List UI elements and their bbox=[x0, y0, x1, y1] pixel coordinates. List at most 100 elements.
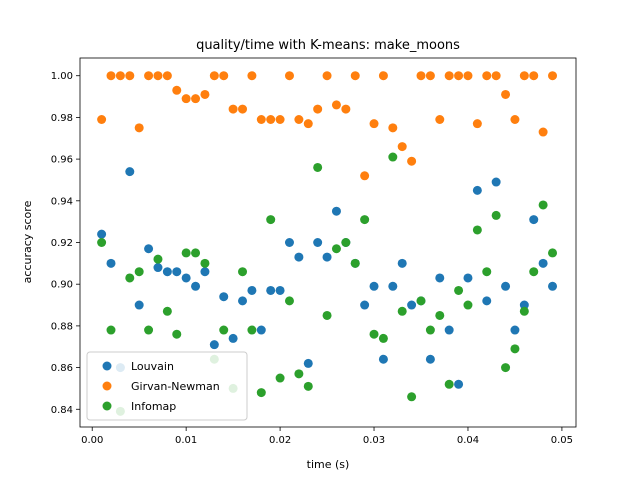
x-axis-label: time (s) bbox=[307, 458, 350, 471]
data-point bbox=[106, 71, 116, 81]
data-point bbox=[322, 310, 332, 320]
legend-marker bbox=[102, 361, 112, 371]
data-point bbox=[134, 300, 144, 310]
legend-label: Louvain bbox=[131, 360, 174, 373]
data-point bbox=[294, 115, 304, 124]
data-point bbox=[172, 85, 182, 95]
data-point bbox=[472, 119, 482, 129]
data-point bbox=[275, 373, 285, 383]
data-point bbox=[266, 285, 276, 295]
series-infomap bbox=[97, 152, 558, 416]
data-point bbox=[538, 200, 548, 210]
data-point bbox=[510, 344, 520, 354]
legend-box bbox=[86, 351, 248, 421]
data-point bbox=[303, 119, 313, 129]
series-girvan-newman bbox=[97, 71, 558, 181]
data-point bbox=[444, 71, 454, 81]
data-point bbox=[294, 369, 304, 379]
data-point bbox=[548, 71, 558, 81]
data-point bbox=[266, 215, 276, 225]
data-point bbox=[388, 152, 398, 162]
data-point bbox=[97, 229, 107, 239]
data-point bbox=[463, 300, 473, 310]
data-point bbox=[153, 263, 163, 273]
x-tick-label: 0.03 bbox=[363, 435, 385, 446]
data-point bbox=[172, 267, 182, 277]
y-tick-label: 0.98 bbox=[51, 113, 73, 124]
legend-label: Girvan-Newman bbox=[131, 380, 220, 393]
data-point bbox=[284, 238, 294, 247]
data-point bbox=[162, 267, 172, 277]
chart-title: quality/time with K-means: make_moons bbox=[196, 38, 460, 53]
data-point bbox=[294, 252, 304, 262]
data-point bbox=[322, 71, 332, 81]
data-point bbox=[238, 267, 248, 277]
data-point bbox=[266, 115, 276, 124]
data-point bbox=[435, 115, 445, 124]
data-point bbox=[191, 94, 201, 104]
data-point bbox=[454, 71, 464, 81]
data-point bbox=[360, 171, 370, 181]
data-point bbox=[519, 306, 529, 316]
data-point bbox=[482, 267, 492, 277]
data-point bbox=[200, 267, 210, 277]
x-tick-label: 0.01 bbox=[175, 435, 197, 446]
data-point bbox=[247, 285, 257, 295]
data-point bbox=[510, 115, 520, 124]
data-point bbox=[416, 71, 426, 81]
data-point bbox=[454, 285, 464, 295]
data-point bbox=[219, 292, 229, 302]
data-point bbox=[125, 167, 135, 177]
data-point bbox=[491, 71, 501, 81]
data-point bbox=[538, 127, 548, 137]
legend-label: Infomap bbox=[131, 400, 176, 413]
data-point bbox=[491, 210, 501, 220]
data-point bbox=[256, 325, 266, 335]
data-point bbox=[407, 392, 417, 402]
data-point bbox=[153, 71, 163, 81]
data-point bbox=[200, 258, 210, 268]
data-point bbox=[106, 258, 116, 268]
x-tick-label: 0.02 bbox=[269, 435, 291, 446]
data-point bbox=[115, 71, 125, 81]
data-point bbox=[378, 333, 388, 343]
data-point bbox=[172, 329, 182, 339]
data-point bbox=[548, 281, 558, 291]
data-point bbox=[416, 296, 426, 306]
data-point bbox=[181, 273, 191, 283]
y-axis-label: accuracy score bbox=[21, 200, 34, 283]
data-point bbox=[125, 71, 135, 81]
data-point bbox=[331, 100, 341, 110]
data-point bbox=[209, 71, 219, 81]
data-point bbox=[191, 248, 201, 258]
data-point bbox=[538, 258, 548, 268]
y-tick-label: 0.84 bbox=[51, 405, 73, 416]
y-tick-label: 1.00 bbox=[51, 71, 73, 82]
data-point bbox=[144, 325, 154, 335]
data-point bbox=[341, 238, 351, 247]
data-point bbox=[435, 273, 445, 283]
data-point bbox=[313, 238, 323, 247]
data-point bbox=[303, 381, 313, 391]
y-tick-label: 0.90 bbox=[51, 280, 73, 291]
data-point bbox=[134, 267, 144, 277]
data-point bbox=[322, 252, 332, 262]
legend-marker bbox=[102, 381, 112, 391]
y-tick-label: 0.96 bbox=[51, 155, 73, 166]
data-point bbox=[313, 104, 323, 114]
data-point bbox=[97, 115, 107, 124]
data-point bbox=[369, 119, 379, 129]
data-point bbox=[519, 71, 529, 81]
data-point bbox=[219, 71, 229, 81]
data-point bbox=[529, 267, 539, 277]
data-point bbox=[247, 71, 257, 81]
data-point bbox=[162, 306, 172, 316]
data-point bbox=[463, 71, 473, 81]
data-point bbox=[482, 71, 492, 81]
legend: Louvain Girvan-Newman Infomap bbox=[86, 351, 248, 421]
data-point bbox=[331, 206, 341, 216]
data-point bbox=[397, 258, 407, 268]
data-point bbox=[369, 281, 379, 291]
data-point bbox=[501, 89, 511, 99]
